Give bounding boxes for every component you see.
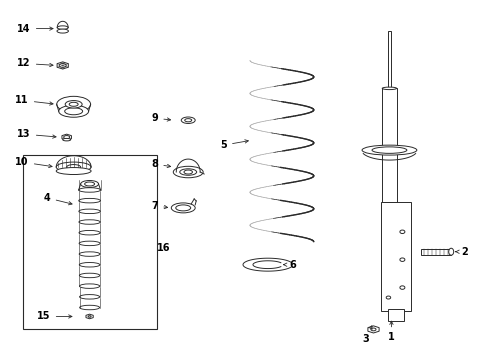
Ellipse shape <box>183 170 192 174</box>
Ellipse shape <box>80 305 100 310</box>
Ellipse shape <box>59 105 88 117</box>
Ellipse shape <box>256 260 278 269</box>
Ellipse shape <box>399 230 404 234</box>
Ellipse shape <box>371 147 406 153</box>
Text: 12: 12 <box>17 58 53 68</box>
Ellipse shape <box>63 136 69 139</box>
Ellipse shape <box>448 248 453 255</box>
Text: 13: 13 <box>17 129 56 139</box>
Text: 2: 2 <box>454 247 467 257</box>
Ellipse shape <box>361 145 416 155</box>
Text: 8: 8 <box>151 159 170 169</box>
Ellipse shape <box>57 29 68 33</box>
Bar <box>387 310 404 321</box>
Text: 15: 15 <box>37 311 72 321</box>
Ellipse shape <box>79 273 100 278</box>
Ellipse shape <box>59 64 66 67</box>
Text: 4: 4 <box>44 193 72 205</box>
Ellipse shape <box>79 188 101 192</box>
Ellipse shape <box>79 198 100 203</box>
Ellipse shape <box>79 241 100 246</box>
Ellipse shape <box>84 182 94 186</box>
Ellipse shape <box>399 286 404 289</box>
Ellipse shape <box>386 296 390 299</box>
Text: 6: 6 <box>283 260 296 270</box>
Ellipse shape <box>80 294 100 299</box>
Bar <box>381 202 410 311</box>
Ellipse shape <box>65 100 82 108</box>
Ellipse shape <box>79 252 100 256</box>
Ellipse shape <box>79 230 100 235</box>
Text: 1: 1 <box>387 321 394 342</box>
Bar <box>382 88 396 202</box>
Text: 9: 9 <box>151 113 170 123</box>
Ellipse shape <box>69 102 78 106</box>
Text: 16: 16 <box>156 243 170 253</box>
Ellipse shape <box>88 316 91 317</box>
Polygon shape <box>62 134 71 140</box>
Polygon shape <box>367 326 378 333</box>
Text: 5: 5 <box>220 140 248 150</box>
Ellipse shape <box>382 87 396 90</box>
Ellipse shape <box>62 138 71 141</box>
Ellipse shape <box>180 169 196 175</box>
Ellipse shape <box>57 96 90 112</box>
Ellipse shape <box>57 26 68 29</box>
Bar <box>23 155 157 329</box>
Polygon shape <box>86 314 93 319</box>
Ellipse shape <box>79 284 100 288</box>
Ellipse shape <box>79 220 100 224</box>
Ellipse shape <box>370 328 375 331</box>
Ellipse shape <box>56 167 91 175</box>
Ellipse shape <box>175 205 190 211</box>
Text: 14: 14 <box>17 24 53 33</box>
Text: 3: 3 <box>362 326 371 345</box>
Ellipse shape <box>79 209 100 213</box>
Polygon shape <box>57 62 68 69</box>
Ellipse shape <box>181 117 195 123</box>
Text: 10: 10 <box>15 157 52 168</box>
Ellipse shape <box>173 166 203 178</box>
Ellipse shape <box>79 262 100 267</box>
Ellipse shape <box>81 180 99 188</box>
Ellipse shape <box>66 165 81 170</box>
Ellipse shape <box>56 162 91 172</box>
Ellipse shape <box>64 108 82 115</box>
Text: 11: 11 <box>15 95 53 105</box>
Ellipse shape <box>399 258 404 261</box>
Ellipse shape <box>171 203 195 213</box>
Text: 7: 7 <box>151 201 167 211</box>
Ellipse shape <box>184 119 191 122</box>
Bar <box>421 249 450 255</box>
Bar <box>387 31 390 88</box>
